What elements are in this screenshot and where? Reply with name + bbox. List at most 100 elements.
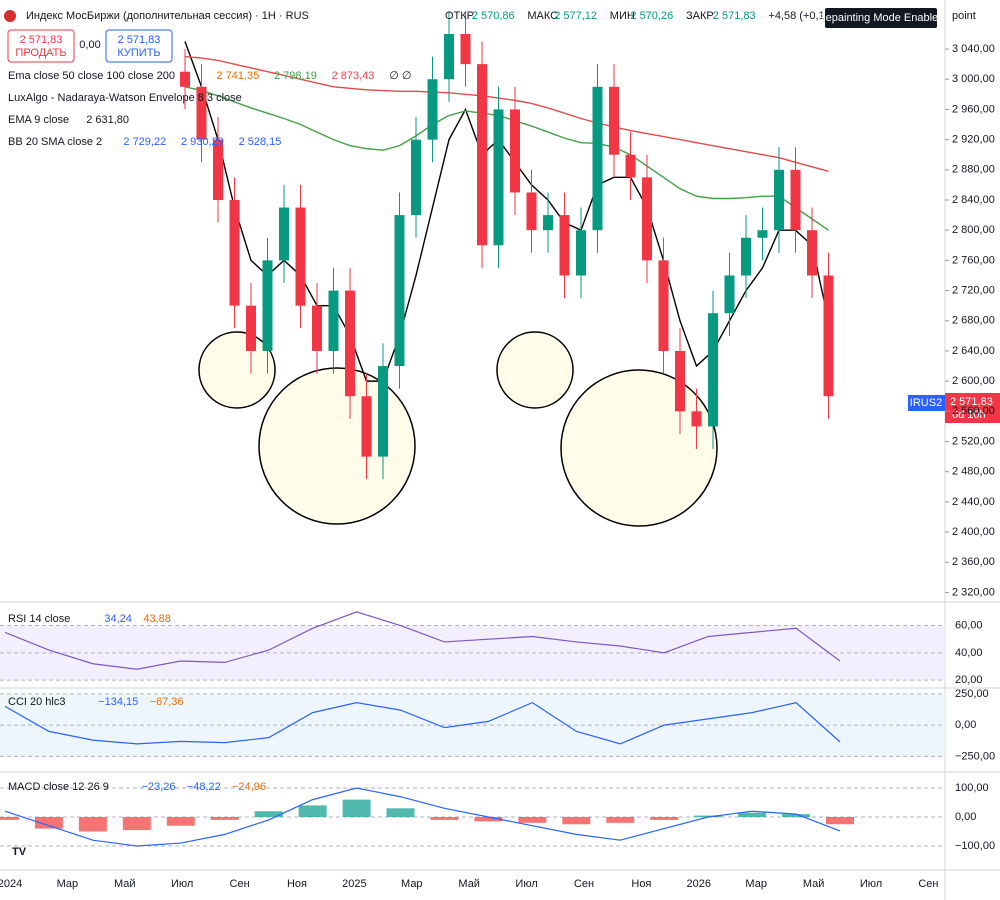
macd-histogram-bar: [210, 817, 239, 820]
macd-histogram-bar: [0, 817, 19, 820]
candle-body: [427, 79, 438, 140]
price-tag-symbol: IRUS2: [910, 397, 942, 409]
ohlc-item: 2 570,26: [630, 10, 673, 22]
time-label: Ноя: [287, 878, 307, 890]
candle-body: [691, 411, 702, 427]
pane-value: 43,88: [143, 613, 171, 625]
time-label: Мар: [401, 878, 423, 890]
candle-body: [477, 64, 487, 246]
macd-histogram-bar: [78, 817, 107, 832]
y-tick-label: 0,00: [955, 811, 976, 823]
candle-body: [460, 33, 471, 65]
candle-body: [675, 350, 685, 412]
sell-button[interactable]: [7, 29, 75, 63]
pane-title: MACD close 12 26 9: [8, 781, 109, 793]
candle-body: [823, 275, 834, 397]
pane-value: −48,22: [187, 781, 221, 793]
buy-price: 2 571,83: [118, 34, 161, 46]
pane-value: −67,36: [150, 696, 184, 708]
y-tick-label: −250,00: [955, 750, 995, 762]
annotation-circle: [560, 369, 718, 527]
candle-body: [724, 275, 735, 314]
candle-body: [295, 207, 306, 306]
y-tick-label: 0,00: [955, 719, 976, 731]
annotation-circle: [198, 331, 276, 409]
candle-body: [279, 207, 289, 261]
candle-body: [394, 215, 405, 367]
y-tick-label: 100,00: [955, 782, 989, 794]
candle-body: [196, 86, 207, 140]
candle-body: [345, 290, 355, 397]
candle-body: [708, 313, 718, 427]
candle-body: [378, 366, 388, 457]
price-tick-label: 2 440,00: [952, 496, 995, 508]
ohlc-item: 2 577,12: [554, 10, 597, 22]
price-tick-label: 2 920,00: [952, 134, 995, 146]
candle-body: [609, 86, 619, 155]
candle-body: [262, 260, 273, 351]
time-label: 2026: [687, 878, 711, 890]
candle-body: [213, 139, 223, 200]
macd-histogram-bar: [386, 808, 415, 818]
price-tick-label: 3 040,00: [952, 43, 995, 55]
y-tick-label: 20,00: [955, 674, 983, 686]
price-tick-label: 2 760,00: [952, 254, 995, 266]
repaint-badge: [825, 8, 937, 28]
candle-body: [526, 192, 537, 231]
logo: TV: [12, 846, 27, 858]
ohlc-item: +4,58 (+0,18: [768, 10, 830, 22]
time-label: Ноя: [631, 878, 651, 890]
macd-histogram-bar: [474, 817, 503, 822]
indicator-line: [184, 55, 829, 172]
indicator-value: 2 729,22: [123, 136, 166, 148]
candle-body: [444, 33, 454, 80]
candle-body: [658, 260, 669, 351]
candle-body: [757, 230, 768, 238]
macd-histogram-bar: [342, 799, 371, 818]
candle-body: [246, 305, 256, 351]
macd-histogram-bar: [694, 815, 723, 818]
candle-body: [180, 71, 190, 87]
candle-body: [361, 396, 372, 457]
sell-price: 2 571,83: [20, 34, 63, 46]
price-tick-label: 2 560,00: [952, 405, 995, 417]
candle-body: [741, 237, 751, 276]
candle-body: [411, 139, 421, 216]
time-label: Сен: [574, 878, 594, 890]
candle-body: [592, 86, 603, 231]
price-tick-label: 2 720,00: [952, 284, 995, 296]
pane-value: −134,15: [98, 696, 138, 708]
indicator-value: 2 528,15: [239, 136, 282, 148]
price-tick-label: 2 960,00: [952, 103, 995, 115]
spread: 0,00: [79, 39, 100, 51]
repaint-text: Repainting Mode Enabled: [818, 12, 945, 24]
indicator-value: 2 873,43: [332, 70, 375, 82]
macd-histogram-bar: [738, 812, 767, 818]
price-tick-label: 2 520,00: [952, 435, 995, 447]
buy-button[interactable]: [105, 29, 173, 63]
indicator-value: 2 631,80: [86, 114, 129, 126]
annotation-circle: [496, 331, 574, 409]
candle-body: [493, 109, 504, 246]
candle-body: [774, 169, 784, 231]
price-tick-label: 2 480,00: [952, 466, 995, 478]
pane-title: RSI 14 close: [8, 613, 70, 625]
price-tick-label: 2 400,00: [952, 526, 995, 538]
pane-value: 34,24: [104, 613, 132, 625]
candle-body: [642, 177, 652, 261]
time-label: Сен: [230, 878, 250, 890]
candle-body: [576, 230, 586, 276]
price-tag-bg: [945, 393, 1000, 423]
macd-histogram-bar: [606, 817, 635, 823]
time-label: 2024: [0, 878, 22, 890]
ohlc-item: 2 570,86: [472, 10, 515, 22]
candle-body: [559, 215, 570, 276]
indicator-name: Ema close 50 close 100 close 200: [8, 70, 175, 82]
macd-histogram-bar: [34, 817, 63, 829]
macd-histogram-bar: [782, 814, 811, 818]
y-tick-label: 250,00: [955, 688, 989, 700]
candle-body: [807, 230, 817, 276]
candle-body: [312, 305, 322, 351]
time-label: Июл: [860, 878, 882, 890]
